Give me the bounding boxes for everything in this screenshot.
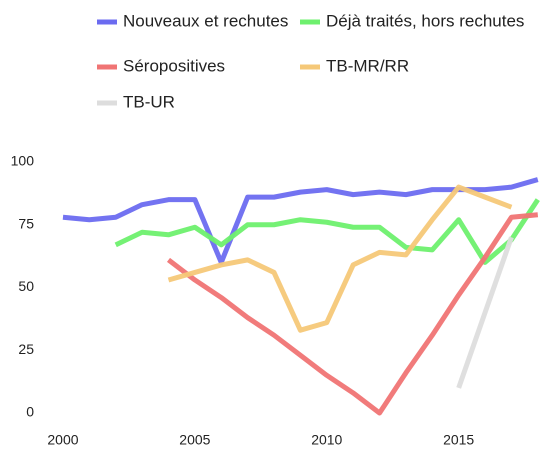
series-line	[167, 184, 513, 333]
legend-label: Séropositives	[123, 56, 225, 75]
y-tick-label: 25	[18, 341, 34, 357]
series-line	[456, 236, 514, 389]
y-tick-label: 50	[18, 278, 34, 294]
series-line	[166, 212, 539, 416]
legend-label: Déjà traités, hors rechutes	[326, 11, 524, 30]
x-tick-label: 2015	[443, 432, 474, 448]
legend-label: Nouveaux et rechutes	[123, 11, 288, 30]
y-tick-label: 0	[26, 404, 34, 420]
legend-label: TB-MR/RR	[326, 56, 409, 75]
series-line	[114, 198, 540, 265]
legend-label: TB-UR	[123, 92, 175, 111]
y-tick-label: 75	[18, 215, 34, 231]
x-tick-label: 2005	[179, 432, 210, 448]
x-tick-label: 2010	[311, 432, 342, 448]
x-tick-label: 2000	[47, 432, 78, 448]
y-tick-label: 100	[11, 153, 35, 169]
